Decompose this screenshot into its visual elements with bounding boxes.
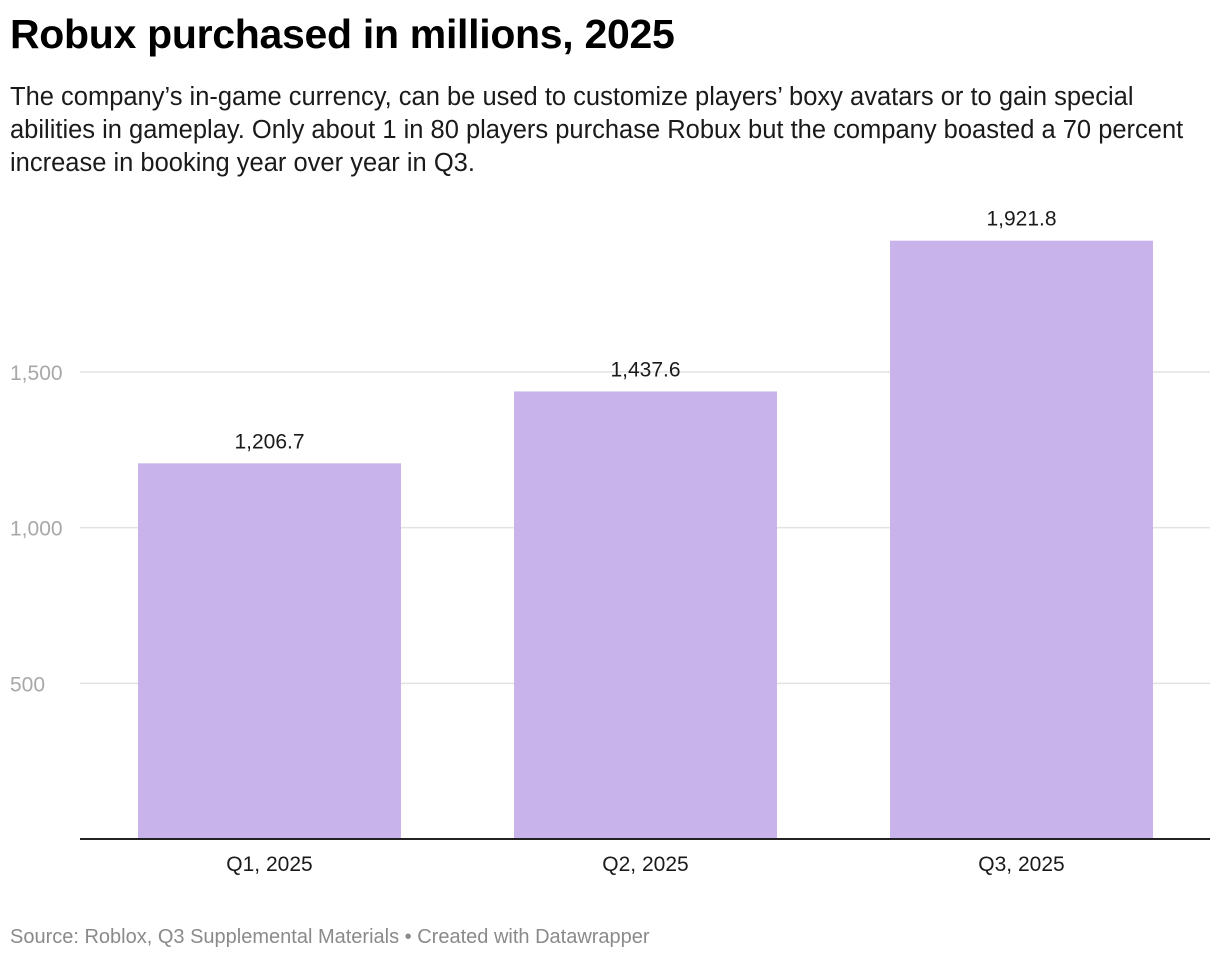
x-tick-label: Q3, 2025 [978, 853, 1064, 876]
labels: 500 1,000 1,500 1,206.7 Q1, 2025 1,437.6 Q2, 2… [10, 208, 1210, 876]
chart-footer: Source: Roblox, Q3 Supplemental Material… [10, 924, 650, 950]
bar [138, 463, 401, 839]
bar [514, 391, 777, 839]
footer-separator: • [404, 926, 412, 948]
y-tick-label: 500 [10, 673, 45, 696]
data-label: 1,206.7 [234, 430, 304, 453]
x-tick-label: Q1, 2025 [226, 853, 312, 876]
source-text: Source: Roblox, Q3 Supplemental Material… [10, 926, 400, 948]
y-tick-label: 1,500 [10, 362, 63, 385]
credit-text: Created with Datawrapper [417, 926, 650, 948]
data-label: 1,437.6 [610, 358, 680, 381]
bars [138, 240, 1153, 840]
chart-subtitle: The company’s in-game currency, can be u… [10, 83, 1184, 177]
data-label: 1,921.8 [986, 208, 1056, 231]
bar [890, 240, 1153, 840]
chart-title: Robux purchased in millions, 2025 [10, 11, 675, 57]
x-tick-label: Q2, 2025 [602, 853, 688, 876]
y-tick-label: 1,000 [10, 518, 63, 541]
